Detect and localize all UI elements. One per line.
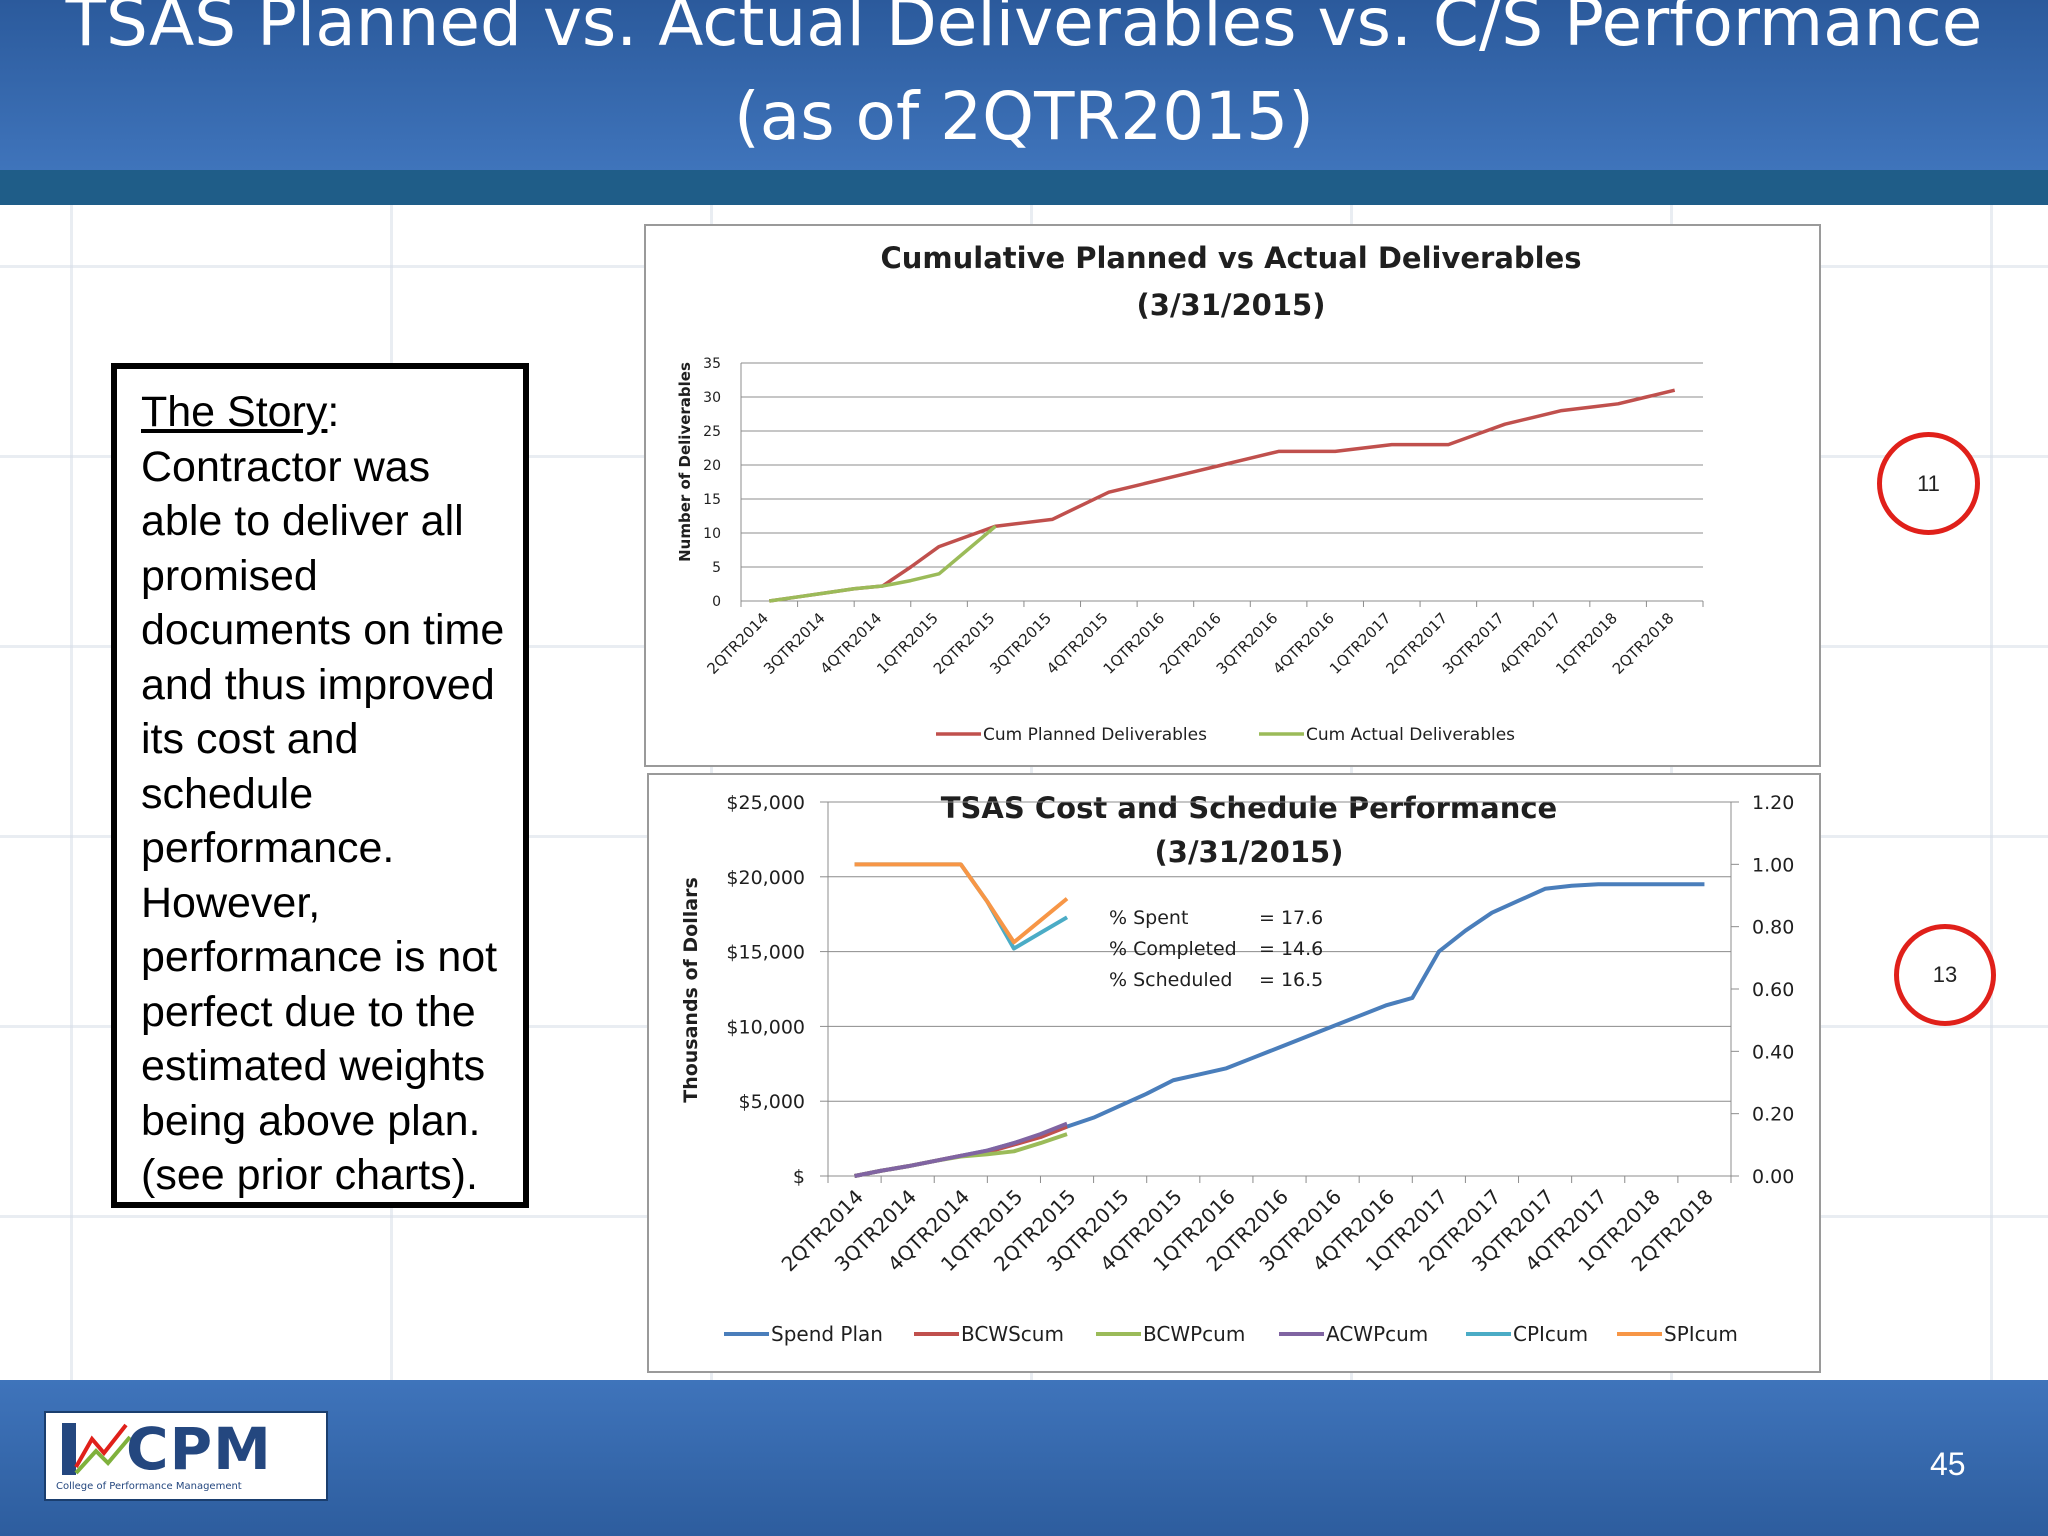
annotation-value: = 16.5 — [1259, 969, 1323, 991]
legend-label: CPIcum — [1513, 1322, 1588, 1346]
logo-mark-icon — [62, 1423, 132, 1475]
y-tick-label: 10 — [703, 526, 721, 542]
title-banner: TSAS Planned vs. Actual Deliverables vs.… — [0, 0, 2048, 170]
annotation-label: % Completed — [1109, 938, 1237, 960]
y-tick-label: 5 — [712, 560, 721, 576]
series-line — [854, 862, 1069, 945]
legend-label: BCWScum — [961, 1322, 1064, 1346]
annotation-value: = 17.6 — [1259, 907, 1323, 929]
legend-label: Cum Actual Deliverables — [1306, 725, 1515, 745]
story-box: The Story: Contractor was able to delive… — [111, 363, 529, 1208]
y-tick-label: $ — [793, 1166, 805, 1188]
logo-text: CPM — [126, 1415, 272, 1483]
chart-subtitle: (3/31/2015) — [1137, 288, 1326, 322]
y2-tick-label: 0.20 — [1752, 1104, 1794, 1126]
series-line — [769, 388, 1676, 603]
slide-title-line-2: (as of 2QTR2015) — [734, 78, 1314, 155]
cost-schedule-chart-panel: TSAS Cost and Schedule Performance (3/31… — [647, 773, 1821, 1373]
legend-label: Spend Plan — [771, 1322, 883, 1346]
y-tick-label: 30 — [703, 390, 721, 406]
annotation-label: % Scheduled — [1109, 969, 1232, 991]
chart-title: Cumulative Planned vs Actual Deliverable… — [880, 241, 1581, 275]
legend-label: Cum Planned Deliverables — [983, 725, 1207, 745]
y2-tick-label: 0.00 — [1752, 1166, 1794, 1188]
series-line — [854, 1121, 1068, 1178]
marker-circle-13: 13 — [1894, 924, 1996, 1026]
story-heading: The Story — [141, 388, 328, 436]
y-tick-label: 20 — [703, 458, 721, 474]
y-axis-label: Number of Deliverables — [676, 362, 694, 562]
page-number: 45 — [1930, 1446, 1966, 1482]
y-tick-label: $5,000 — [739, 1091, 805, 1113]
logo-subtitle: College of Performance Management — [56, 1481, 242, 1492]
x-tick-label: 2QTR2018 — [1609, 609, 1678, 678]
marker-circle-11: 11 — [1877, 432, 1980, 535]
y2-tick-label: 1.20 — [1752, 792, 1794, 814]
deliverables-chart-panel: Cumulative Planned vs Actual Deliverable… — [644, 224, 1821, 767]
annotation-value: = 14.6 — [1259, 938, 1323, 960]
deliverables-chart: Cumulative Planned vs Actual Deliverable… — [676, 241, 1704, 745]
legend-label: SPIcum — [1664, 1322, 1738, 1346]
y-axis-label: Thousands of Dollars — [680, 877, 702, 1103]
story-body: Contractor was able to deliver all promi… — [141, 442, 505, 1200]
legend-label: BCWPcum — [1143, 1322, 1245, 1346]
y-tick-label: 15 — [703, 492, 721, 508]
title-underline-band — [0, 170, 2048, 205]
series-line — [769, 524, 997, 603]
cost-schedule-chart: TSAS Cost and Schedule Performance (3/31… — [680, 791, 1794, 1346]
y2-tick-label: 1.00 — [1752, 854, 1794, 876]
annotation-label: % Spent — [1109, 907, 1188, 929]
footer-bar — [0, 1380, 2048, 1536]
y-tick-label: 0 — [712, 594, 721, 610]
y-tick-label: $15,000 — [726, 942, 805, 964]
cpm-logo: CPM College of Performance Management — [44, 1411, 328, 1501]
y2-tick-label: 0.40 — [1752, 1041, 1794, 1063]
y-tick-label: $25,000 — [726, 792, 805, 814]
y-tick-label: 25 — [703, 424, 721, 440]
slide-title-line-1: TSAS Planned vs. Actual Deliverables vs.… — [65, 0, 1983, 61]
y2-tick-label: 0.60 — [1752, 979, 1794, 1001]
chart-title: TSAS Cost and Schedule Performance — [941, 791, 1557, 825]
y2-tick-label: 0.80 — [1752, 917, 1794, 939]
legend-label: ACWPcum — [1326, 1322, 1428, 1346]
y-tick-label: $10,000 — [726, 1016, 805, 1038]
y-tick-label: 35 — [703, 356, 721, 372]
y-tick-label: $20,000 — [726, 867, 805, 889]
story-heading-colon: : — [327, 388, 340, 436]
chart-subtitle: (3/31/2015) — [1155, 835, 1344, 869]
